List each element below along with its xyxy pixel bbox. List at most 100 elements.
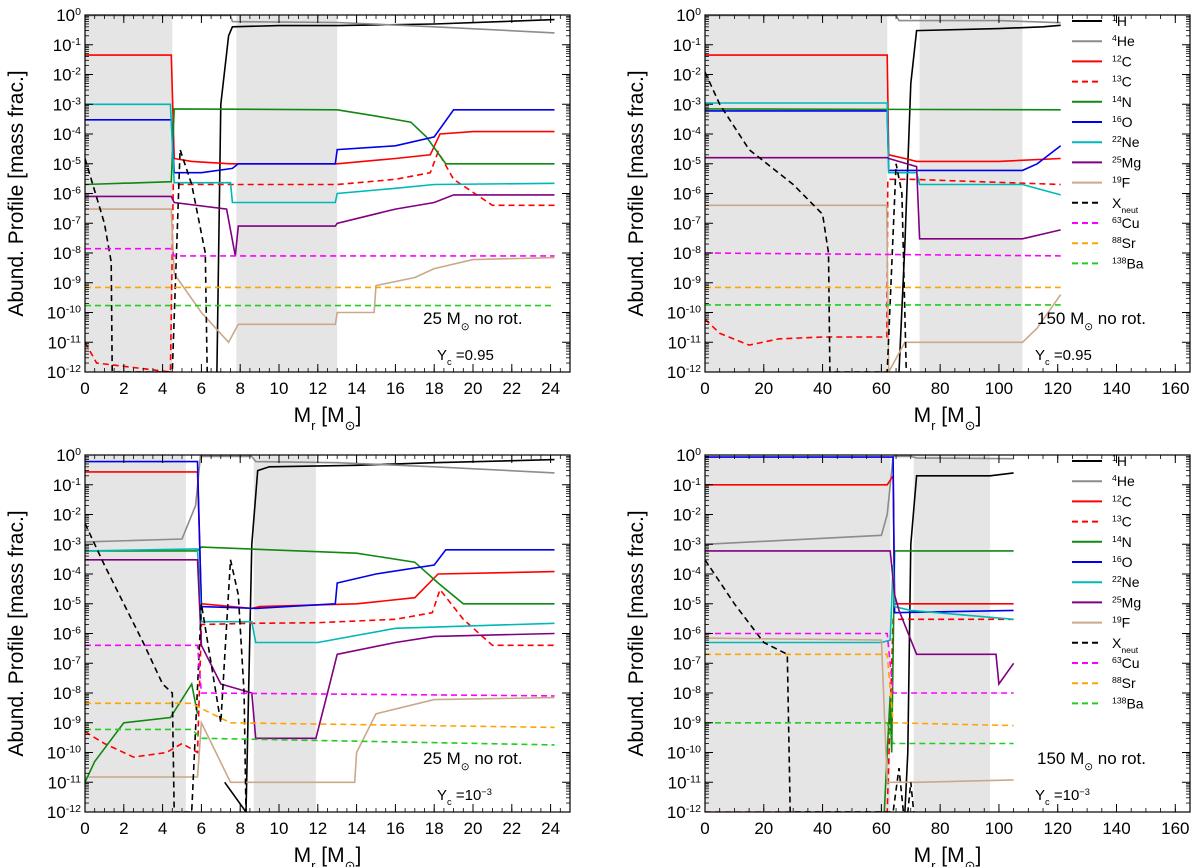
series-line-ba138	[705, 722, 1014, 745]
series-line-mg25	[705, 550, 1015, 687]
x-tick-label: 0	[700, 819, 709, 838]
y-tick-label: 10-2	[53, 506, 81, 525]
series-line-xneut	[85, 149, 208, 372]
legend-label-cu63: 63Cu	[1112, 655, 1140, 671]
x-tick-label: 14	[347, 819, 366, 838]
series-line-xneut	[85, 523, 247, 812]
series-group	[85, 455, 555, 812]
x-tick-label: 20	[464, 819, 483, 838]
series-line-f19	[85, 696, 555, 784]
x-tick-label: 60	[872, 379, 891, 398]
series-line-f19	[85, 208, 555, 344]
series-line-he4	[85, 455, 555, 543]
series-line-ba138	[85, 728, 555, 746]
convective-zone	[253, 455, 316, 812]
y-tick-label: 10-12	[47, 803, 81, 822]
x-tick-label: 0	[700, 379, 709, 398]
series-line-h1	[898, 24, 1061, 372]
y-tick-label: 10-6	[673, 625, 701, 644]
series-line-ne22	[85, 103, 555, 204]
y-tick-label: 10-10	[667, 304, 701, 323]
series-line-cu63	[85, 247, 555, 257]
x-tick-label: 40	[813, 819, 832, 838]
series-line-c13	[705, 178, 1061, 346]
legend-label-ne22: 22Ne	[1112, 574, 1140, 590]
x-tick-label: 4	[158, 379, 167, 398]
model-annotation: 150 M⊙ no rot.	[1037, 309, 1146, 333]
x-tick-label: 14	[347, 379, 366, 398]
legend-label-f19: 19F	[1112, 175, 1130, 191]
y-tick-label: 10-12	[667, 803, 701, 822]
y-tick-label: 10-9	[53, 274, 81, 293]
y-tick-label: 10-7	[673, 654, 701, 673]
model-annotation: 150 M⊙ no rot.	[1037, 749, 1146, 773]
x-tick-label: 8	[235, 819, 244, 838]
series-group	[705, 15, 1062, 372]
chart-panel-3: 10010-110-210-310-410-510-610-710-810-91…	[5, 446, 571, 867]
yc-annotation: Yc =10−3	[1035, 787, 1090, 807]
series-line-h1	[904, 472, 1014, 812]
y-tick-label: 10-8	[53, 244, 81, 263]
series-line-f19	[705, 204, 1062, 372]
y-tick-label: 10-6	[673, 185, 701, 204]
x-axis-label: Mr [M⊙]	[914, 844, 982, 867]
y-axis-label: Abund. Profile [mass frac.]	[5, 70, 28, 316]
y-tick-label: 10-11	[668, 333, 702, 352]
yc-annotation: Yc =0.95	[437, 347, 494, 367]
y-tick-label: 10-10	[667, 744, 701, 763]
legend-label-mg25: 25Mg	[1112, 594, 1141, 610]
legend-label-ba138: 138Ba	[1112, 255, 1144, 271]
x-tick-label: 100	[985, 379, 1013, 398]
x-tick-label: 10	[270, 819, 289, 838]
legend-label-sr88: 88Sr	[1112, 235, 1136, 251]
y-tick-label: 10-4	[673, 125, 701, 144]
y-tick-label: 10-5	[673, 155, 701, 174]
series-line-cu63	[705, 632, 1014, 694]
x-tick-label: 60	[872, 819, 891, 838]
convective-zone	[705, 15, 888, 372]
y-axis-label: Abund. Profile [mass frac.]	[625, 510, 648, 756]
x-tick-label: 24	[541, 379, 560, 398]
x-tick-label: 22	[502, 379, 521, 398]
legend-label-o16: 16O	[1112, 114, 1133, 130]
y-axis-label: Abund. Profile [mass frac.]	[5, 510, 28, 756]
x-tick-label: 0	[80, 819, 89, 838]
x-tick-label: 40	[813, 379, 832, 398]
x-tick-label: 8	[235, 379, 244, 398]
legend-label-xneut: Xneut	[1112, 635, 1139, 655]
legend-label-he4: 4He	[1112, 33, 1135, 49]
series-line-f19	[705, 637, 1014, 784]
y-tick-label: 10-1	[673, 36, 701, 55]
x-tick-label: 80	[931, 819, 950, 838]
legend-label-f19: 19F	[1112, 615, 1130, 631]
legend-label-c12: 12C	[1112, 53, 1132, 69]
yc-annotation: Yc =10−3	[437, 787, 492, 807]
series-group	[705, 455, 1015, 812]
x-tick-label: 2	[119, 819, 128, 838]
model-annotation: 25 M⊙ no rot.	[423, 749, 523, 773]
y-tick-label: 10-6	[53, 625, 81, 644]
y-tick-label: 100	[56, 446, 81, 465]
y-tick-label: 10-8	[53, 684, 81, 703]
x-tick-label: 18	[425, 819, 444, 838]
chart-panel-1: 10010-110-210-310-410-510-610-710-810-91…	[5, 6, 571, 433]
y-tick-label: 10-8	[673, 684, 701, 703]
x-tick-label: 16	[386, 379, 405, 398]
y-tick-label: 10-11	[48, 333, 82, 352]
y-tick-label: 10-4	[673, 565, 701, 584]
series-line-xneut	[705, 559, 915, 812]
model-annotation: 25 M⊙ no rot.	[423, 309, 523, 333]
legend-label-mg25: 25Mg	[1112, 154, 1141, 170]
convective-zone	[919, 15, 1023, 372]
x-axis-label: Mr [M⊙]	[294, 844, 362, 867]
series-line-h1	[224, 458, 555, 812]
y-tick-label: 10-3	[53, 95, 81, 114]
y-tick-label: 10-7	[53, 214, 81, 233]
x-tick-label: 12	[308, 379, 327, 398]
y-tick-label: 10-3	[673, 95, 701, 114]
x-tick-label: 140	[1102, 379, 1130, 398]
series-line-xneut	[705, 71, 908, 372]
convective-zone	[85, 455, 186, 812]
